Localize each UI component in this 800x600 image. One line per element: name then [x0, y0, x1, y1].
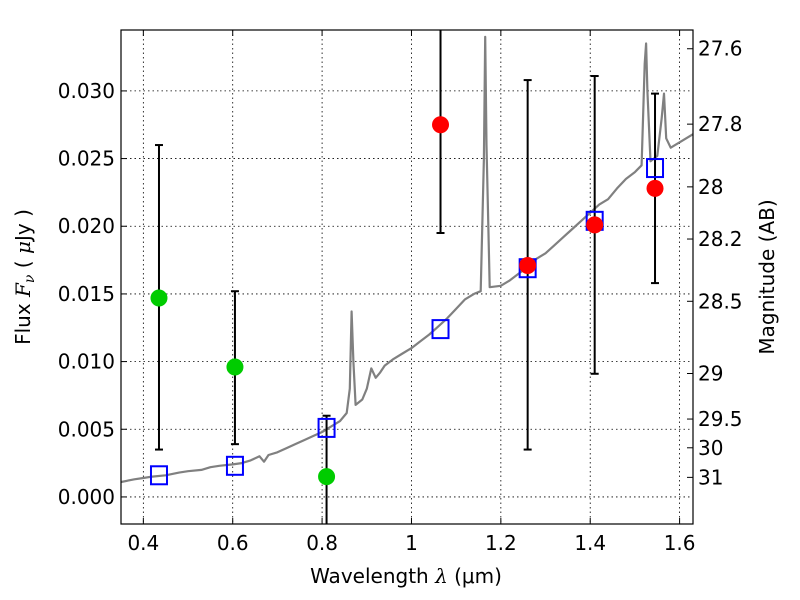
x-tick-label: 0.4 [127, 531, 159, 555]
model-square-point [317, 417, 336, 438]
magnitude-tick-label: 31 [698, 465, 723, 489]
red-data-point [646, 179, 664, 197]
y-tick-label: 0.015 [58, 282, 115, 306]
red-data-point [432, 116, 450, 134]
green-data-point [318, 468, 336, 486]
y2-axis-title: Magnitude (AB) [755, 199, 779, 354]
grid [121, 30, 693, 524]
y-axis-title: Flux Fν ( μJy ) [11, 209, 38, 345]
x-tick-label: 1 [405, 531, 418, 555]
x-axis-title: Wavelength λ (μm) [310, 564, 502, 588]
magnitude-tick-label: 29 [698, 361, 723, 385]
model-square-point [225, 455, 244, 476]
x-tick-label: 0.6 [217, 531, 249, 555]
red-data-point [586, 216, 604, 234]
plot-frame [120, 29, 694, 525]
x-tick-label: 1.2 [485, 531, 517, 555]
x-tick-label: 0.8 [306, 531, 338, 555]
magnitude-tick-label: 28.2 [698, 227, 743, 251]
model-square-point [431, 319, 450, 340]
axis-ticks: 0.4 0.6 0.8 1 1.2 1.4 1.6 0.000 0.005 0.010 0.015 0… [58, 30, 743, 555]
magnitude-tick-label: 29.5 [698, 407, 743, 431]
magnitude-tick-label: 27.6 [698, 37, 743, 61]
green-data-point [226, 358, 244, 376]
model-square-point [646, 158, 665, 179]
x-tick-label: 1.6 [664, 531, 696, 555]
magnitude-tick-label: 30 [698, 436, 723, 460]
y-tick-label: 0.020 [58, 214, 115, 238]
red-data-point [519, 256, 537, 274]
y-tick-label: 0.005 [58, 417, 115, 441]
model-square-point [149, 465, 168, 486]
y-tick-label: 0.010 [58, 350, 115, 374]
spectrum-line [121, 35, 693, 484]
x-tick-label: 1.4 [574, 531, 606, 555]
magnitude-tick-label: 28.5 [698, 289, 743, 313]
y-tick-label: 0.030 [58, 79, 115, 103]
plot-area [121, 30, 693, 524]
green-data-point [150, 289, 168, 307]
y-tick-label: 0.000 [58, 485, 115, 509]
magnitude-tick-label: 28 [698, 175, 723, 199]
y-tick-label: 0.025 [58, 147, 115, 171]
magnitude-tick-label: 27.8 [698, 112, 743, 136]
